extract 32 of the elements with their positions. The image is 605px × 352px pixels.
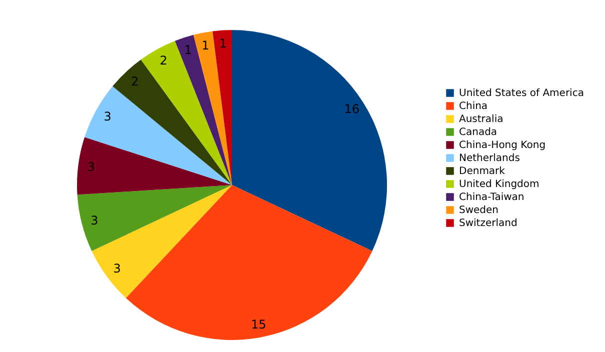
- data-label: 2: [130, 74, 139, 88]
- legend-label: China-Hong Kong: [459, 140, 546, 151]
- legend-label: Sweden: [459, 205, 499, 216]
- legend-label: Australia: [459, 114, 504, 125]
- data-label: 1: [184, 42, 192, 57]
- data-label: 1: [219, 36, 227, 50]
- pie-slice: [84, 86, 232, 185]
- pie-slice: [212, 30, 232, 185]
- pie-slice: [77, 137, 232, 195]
- legend-label: Canada: [459, 127, 498, 138]
- data-label: 3: [104, 110, 112, 124]
- pie-slice: [193, 31, 232, 185]
- legend-label: Switzerland: [459, 218, 518, 229]
- data-label: 3: [113, 261, 121, 276]
- pie-slice: [92, 185, 232, 298]
- legend-label: China: [459, 101, 488, 112]
- data-label: 2: [160, 54, 168, 68]
- pie-slice: [140, 40, 232, 185]
- legend-label: Denmark: [459, 166, 506, 177]
- pie-slice: [174, 34, 232, 185]
- legend-label: Netherlands: [459, 153, 520, 164]
- pie-slice: [126, 185, 372, 340]
- data-label: 16: [344, 102, 360, 116]
- data-label: 3: [87, 160, 95, 174]
- data-label: 3: [90, 213, 98, 228]
- pie-slice: [77, 185, 232, 251]
- legend-label: United Kingdom: [459, 179, 540, 190]
- data-label: 1: [202, 38, 210, 53]
- data-label: 15: [250, 317, 266, 332]
- legend-label: China-Taiwan: [459, 192, 524, 203]
- legend-label: United States of America: [459, 88, 584, 99]
- pie-slice: [232, 30, 387, 251]
